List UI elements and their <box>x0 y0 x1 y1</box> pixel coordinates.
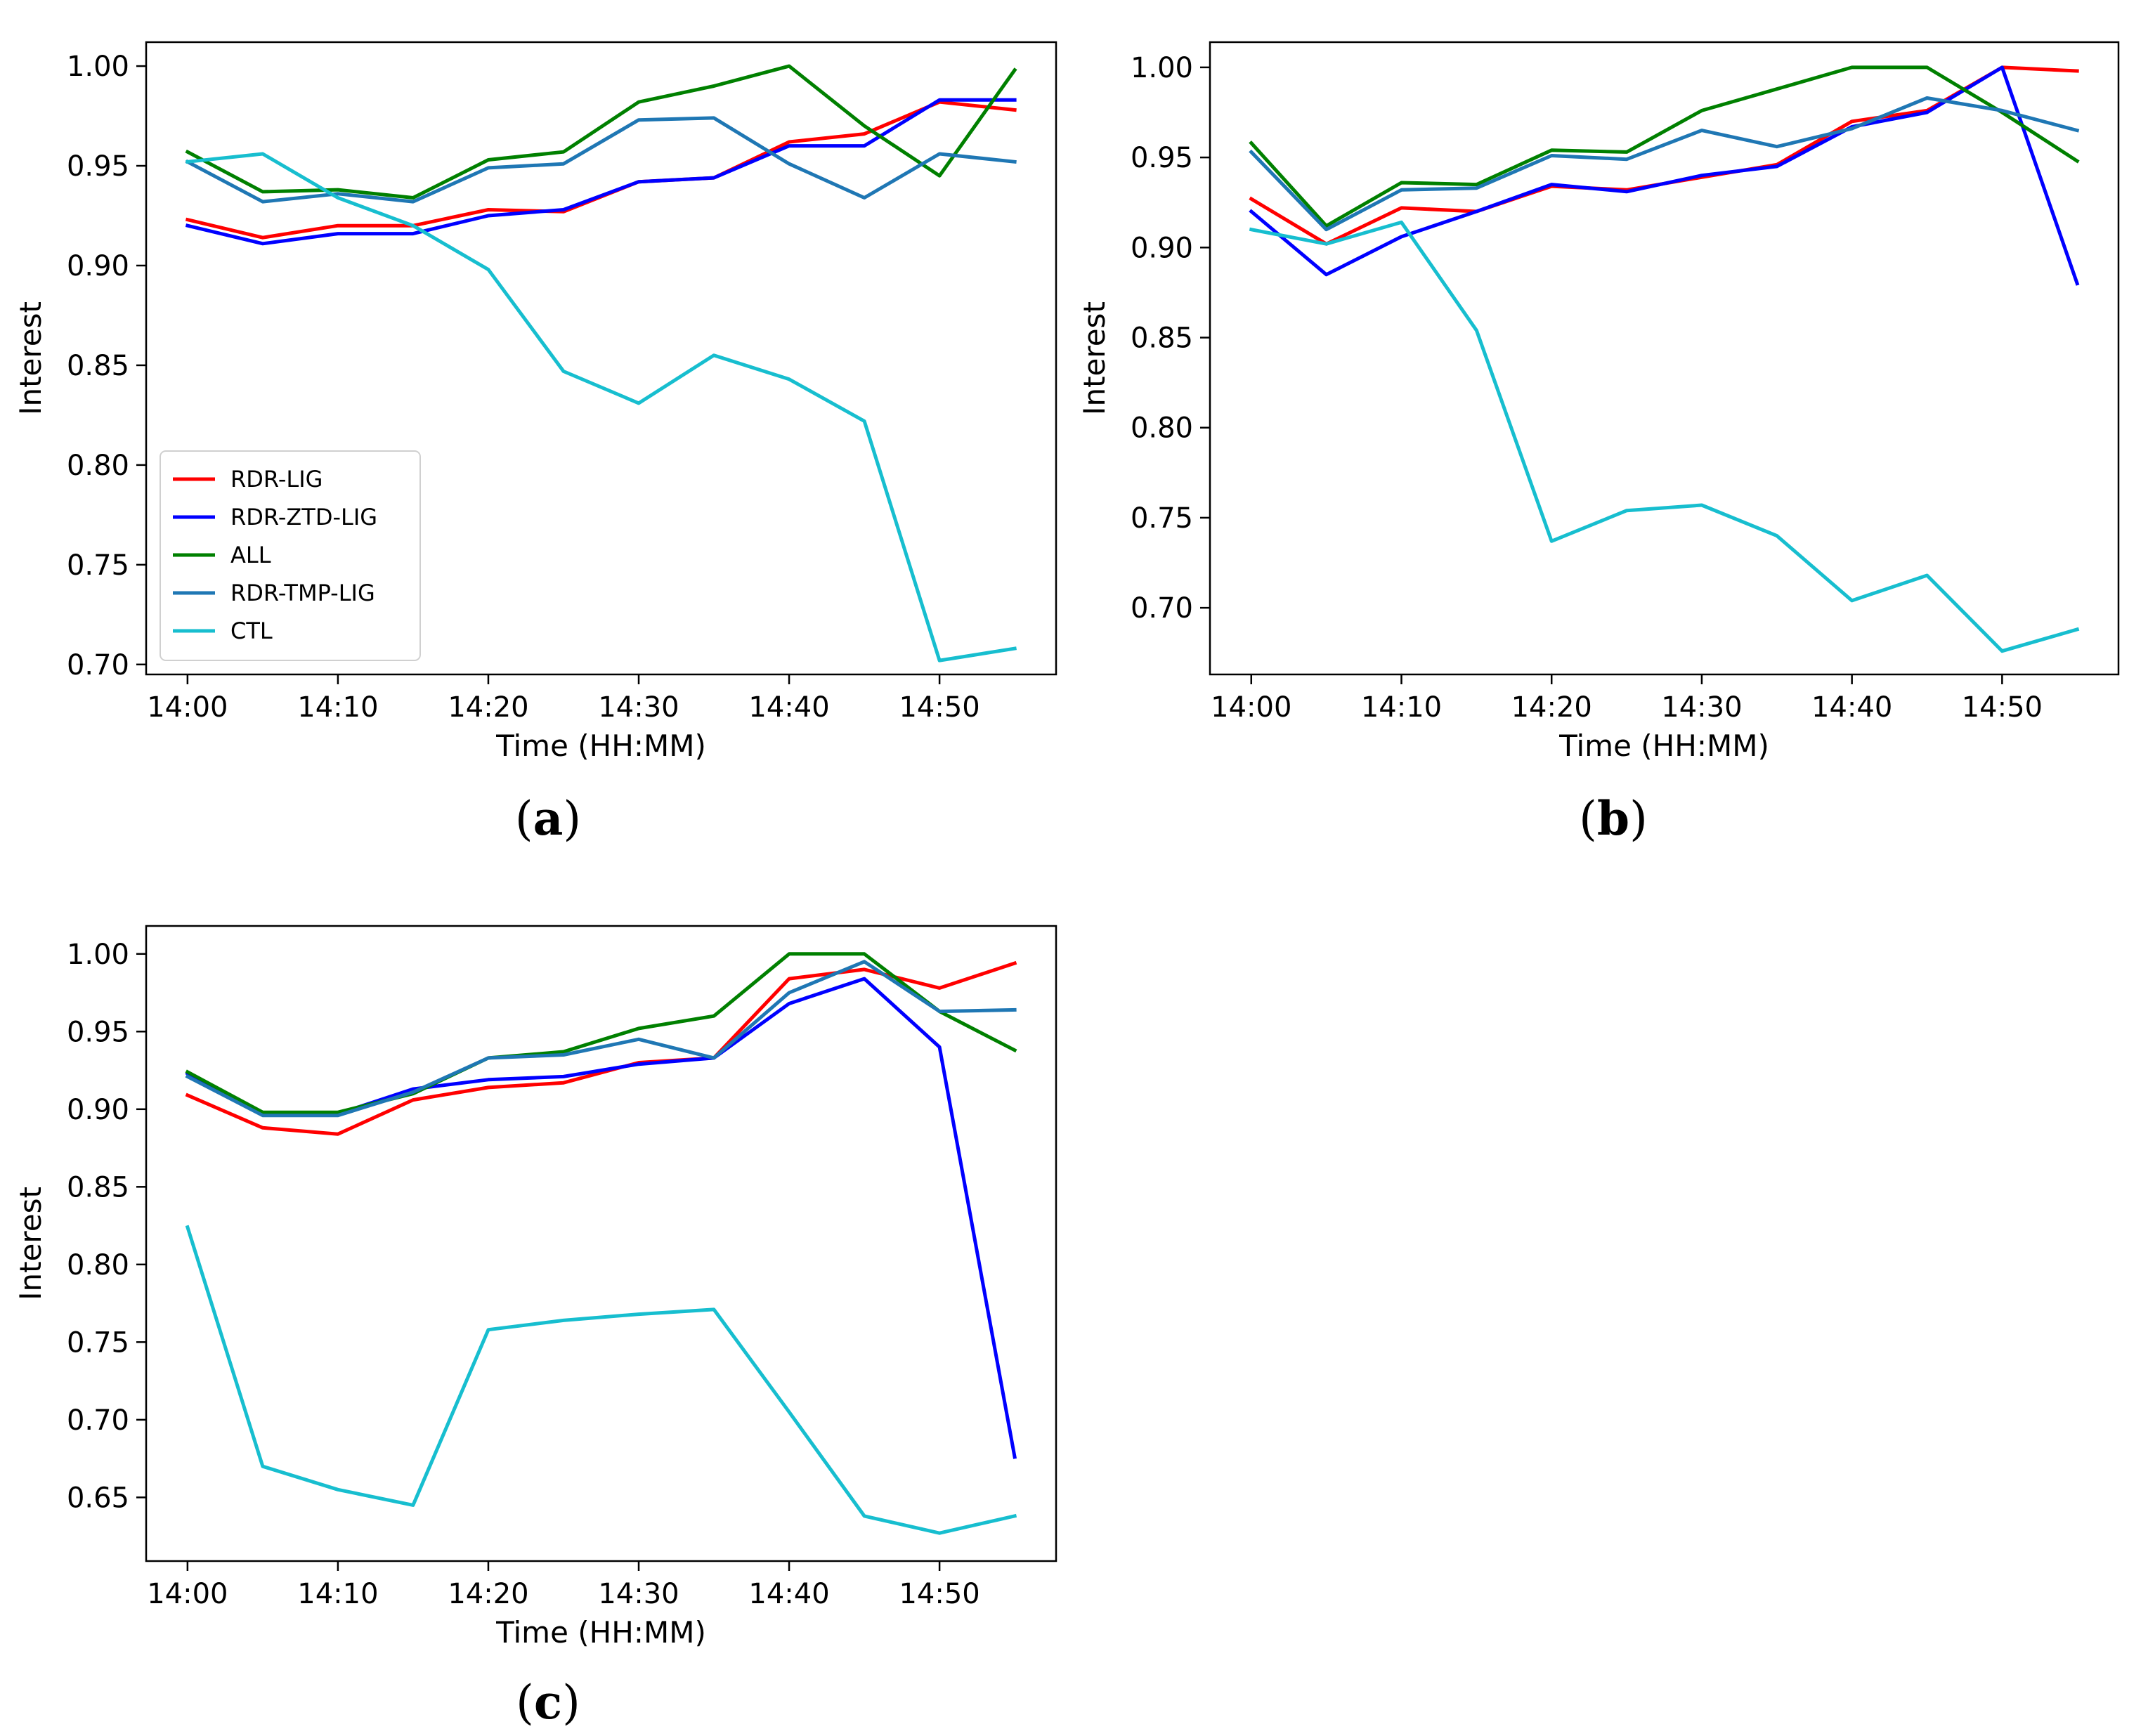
y-tick-label: 0.80 <box>67 450 129 482</box>
x-tick-label: 14:20 <box>1511 691 1592 724</box>
y-axis-label: Interest <box>13 1187 48 1300</box>
y-tick-label: 0.75 <box>1131 502 1193 535</box>
series-line-rdr-ztd-lig <box>185 98 1017 246</box>
x-tick-label: 14:20 <box>448 1578 528 1610</box>
series-line-ctl <box>185 1225 1017 1535</box>
y-axis-label: Interest <box>1077 301 1112 415</box>
x-tick-label: 14:30 <box>1661 691 1742 724</box>
series-line-rdr-lig <box>1249 65 2079 246</box>
x-tick-label: 14:10 <box>1361 691 1442 724</box>
plot-frame <box>145 925 1057 1562</box>
y-tick-label: 0.95 <box>67 1016 129 1048</box>
x-tick-label: 14:20 <box>448 691 528 724</box>
x-tick-label: 14:00 <box>147 691 228 724</box>
x-tick-label: 14:30 <box>598 1578 679 1610</box>
series-line-rdr-ztd-lig <box>185 977 1017 1459</box>
x-tick-label: 14:50 <box>899 1578 979 1610</box>
plot-frame <box>1209 41 2120 676</box>
panel-label: (a) <box>515 791 581 846</box>
y-tick-label: 0.90 <box>67 250 129 282</box>
y-tick-label: 0.80 <box>1131 412 1193 445</box>
x-tick-label: 14:40 <box>1811 691 1892 724</box>
x-tick-label: 14:40 <box>748 691 829 724</box>
series-line-ctl <box>1249 220 2080 653</box>
series-line-rdr-lig <box>185 100 1017 240</box>
legend-entry: RDR-TMP-LIG <box>230 580 375 606</box>
x-tick-label: 14:00 <box>1211 691 1291 724</box>
series-line-all <box>185 64 1017 200</box>
chart-panel-c: 0.65 0.70 0.75 0.80 0.85 0.90 0.95 1.00 14:00 14:… <box>13 925 1057 1730</box>
y-tick-label: 1.00 <box>1131 52 1193 84</box>
x-tick-label: 14:10 <box>297 691 378 724</box>
x-tick-label: 14:30 <box>598 691 679 724</box>
x-axis-label: Time (HH:MM) <box>1558 729 1769 763</box>
y-tick-label: 0.80 <box>67 1249 129 1281</box>
chart-panel-a: 0.70 0.75 0.80 0.85 0.90 0.95 1.00 14:00 14:10 14… <box>13 41 1057 846</box>
series-line-all <box>185 952 1017 1114</box>
series-line-rdr-tmp-lig <box>185 960 1017 1118</box>
y-tick-label: 0.95 <box>1131 142 1193 174</box>
y-tick-label: 0.85 <box>1131 322 1193 355</box>
chart-panel-b: 0.70 0.75 0.80 0.85 0.90 0.95 1.00 14:00 14:10 14… <box>1077 41 2120 846</box>
y-tick-label: 0.70 <box>67 1404 129 1437</box>
legend-entry: CTL <box>230 618 273 644</box>
series-line-ctl <box>185 152 1017 663</box>
y-tick-label: 1.00 <box>67 939 129 971</box>
y-tick-label: 0.90 <box>67 1094 129 1126</box>
x-tick-label: 14:50 <box>1962 691 2043 724</box>
panel-label: (c) <box>516 1675 580 1730</box>
y-tick-label: 0.95 <box>67 150 129 183</box>
x-tick-label: 14:00 <box>147 1578 228 1610</box>
y-axis-label: Interest <box>13 301 48 415</box>
y-tick-label: 0.75 <box>67 1326 129 1359</box>
plot-frame <box>145 41 1057 676</box>
y-tick-label: 0.85 <box>67 350 129 382</box>
legend-entry: RDR-ZTD-LIG <box>230 504 377 530</box>
x-tick-label: 14:50 <box>899 691 979 724</box>
panel-label: (b) <box>1579 791 1648 846</box>
y-tick-label: 0.90 <box>1131 232 1193 264</box>
series-line-all <box>1249 65 2080 228</box>
legend-entry: RDR-LIG <box>230 466 323 492</box>
y-tick-label: 0.70 <box>1131 592 1193 625</box>
series-line-rdr-tmp-lig <box>1249 96 2080 232</box>
y-tick-label: 0.65 <box>67 1482 129 1514</box>
y-tick-label: 0.85 <box>67 1171 129 1203</box>
y-tick-label: 0.75 <box>67 549 129 582</box>
x-axis-label: Time (HH:MM) <box>495 729 706 763</box>
y-tick-label: 0.70 <box>67 649 129 681</box>
series-line-rdr-tmp-lig <box>185 116 1017 204</box>
legend <box>160 450 421 661</box>
x-tick-label: 14:10 <box>297 1578 378 1610</box>
series-line-rdr-ztd-lig <box>1249 65 2080 286</box>
x-axis-label: Time (HH:MM) <box>495 1615 706 1650</box>
y-tick-label: 1.00 <box>67 51 129 83</box>
series-line-rdr-lig <box>185 960 1017 1136</box>
legend-entry: ALL <box>230 542 271 568</box>
x-tick-label: 14:40 <box>748 1578 829 1610</box>
